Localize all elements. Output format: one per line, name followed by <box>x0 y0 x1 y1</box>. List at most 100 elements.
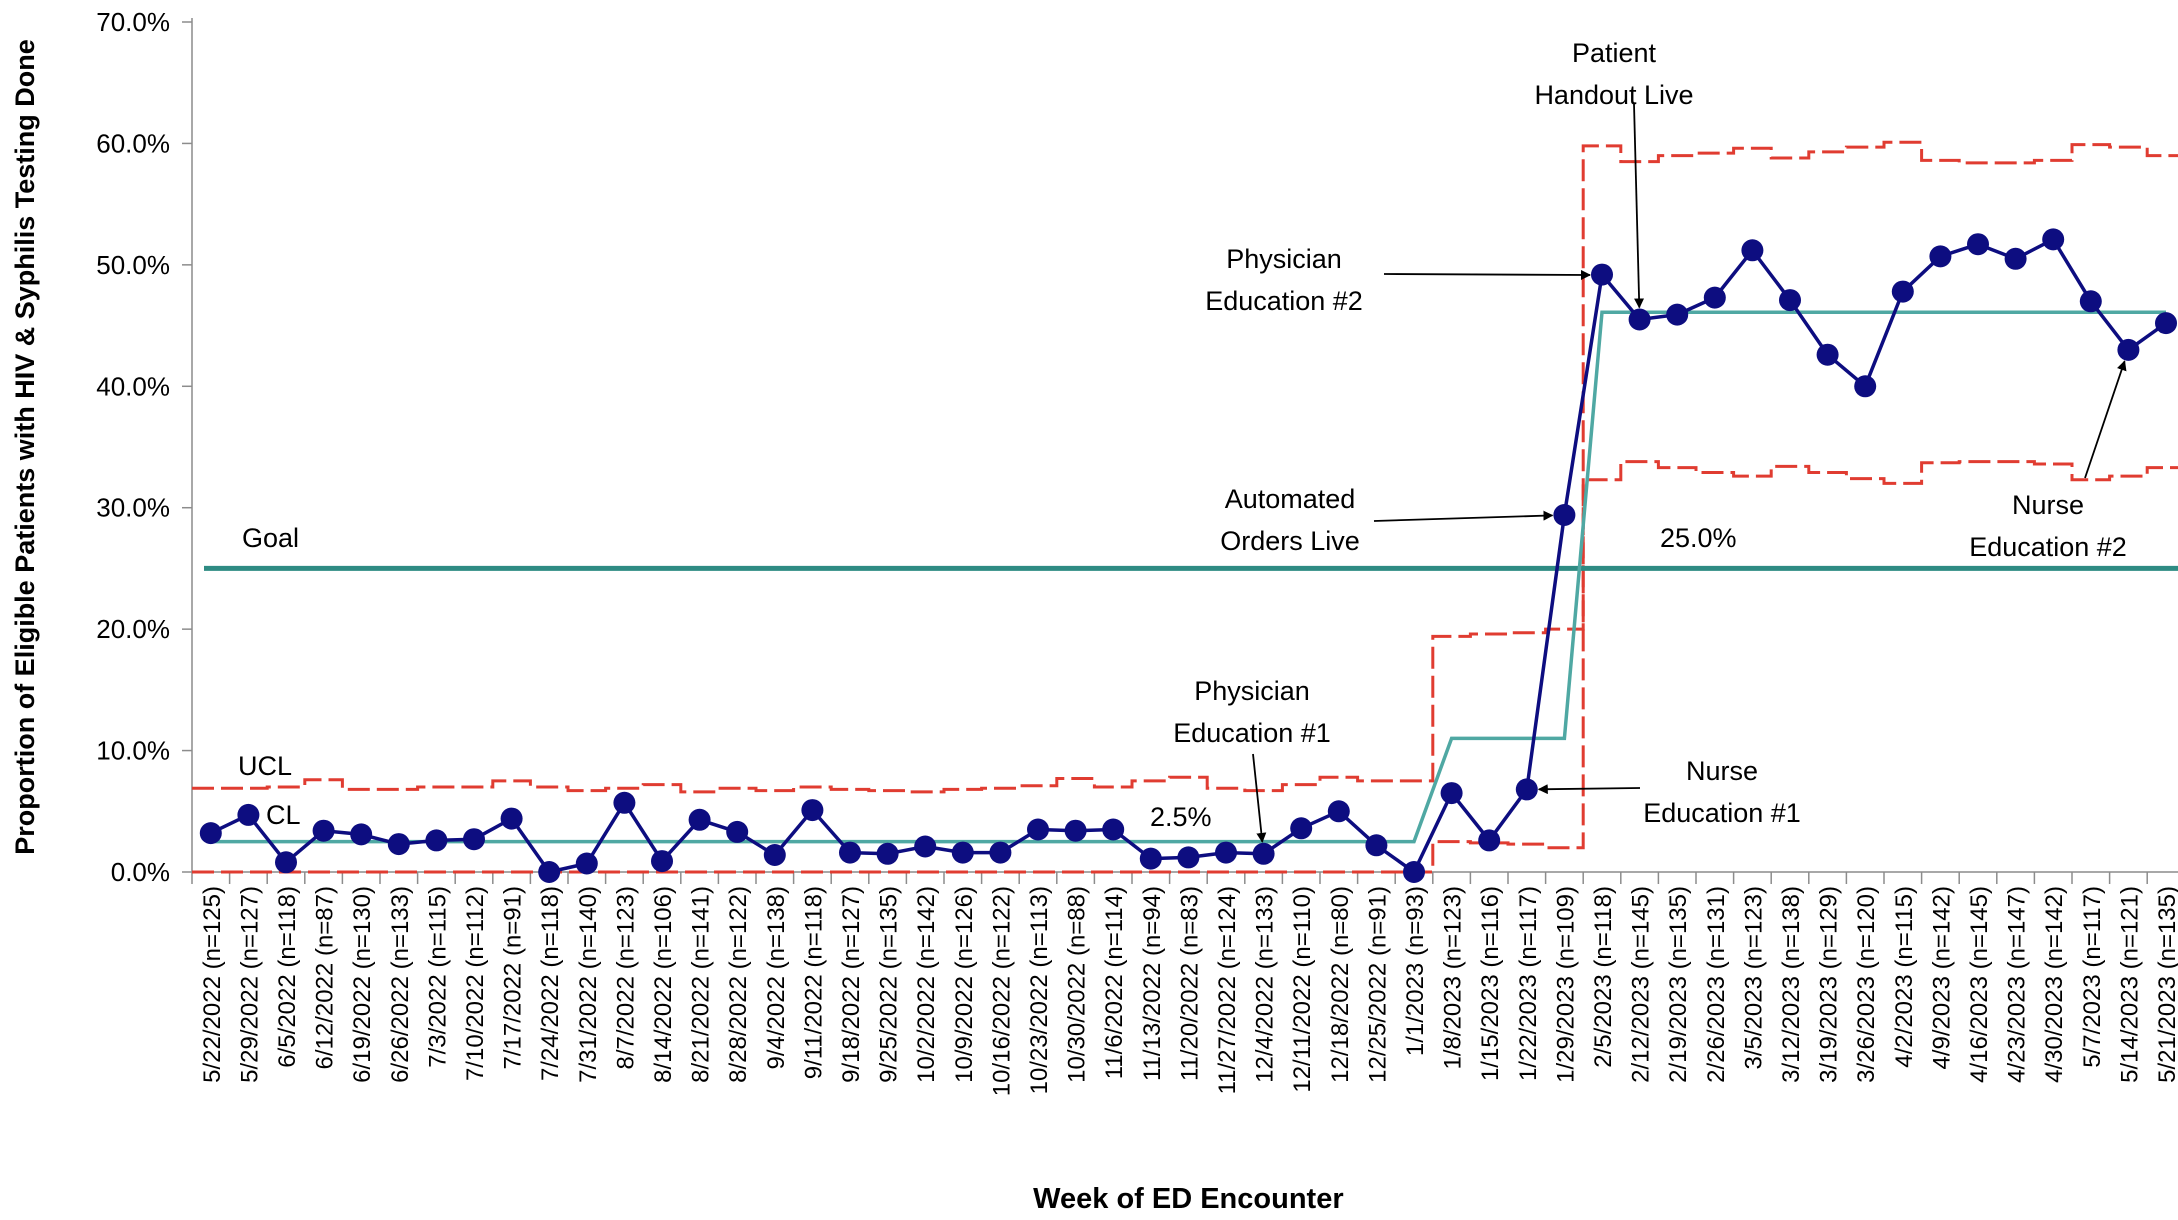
annotation-arrow <box>1633 103 1645 309</box>
data-point <box>839 841 861 864</box>
center-line <box>210 310 2166 844</box>
annotation-text: Physician <box>1194 676 1310 706</box>
annotation-text: Nurse <box>1686 756 1758 786</box>
x-tick-label: 11/6/2022 (n=114) <box>1101 886 1128 1079</box>
annotation-arrow <box>1373 510 1554 522</box>
x-tick-label: 8/21/2022 (n=141) <box>688 886 715 1083</box>
data-point <box>2117 338 2140 361</box>
data-point <box>1177 846 1200 869</box>
x-tick-label: 5/7/2023 (n=117) <box>2079 886 2106 1068</box>
data-point <box>237 803 260 826</box>
data-point <box>350 823 373 846</box>
x-axis-title: Week of ED Encounter <box>1033 1183 1343 1215</box>
data-point <box>2155 312 2177 335</box>
data-point <box>1779 289 1801 312</box>
annotation-text: Orders Live <box>1220 526 1360 556</box>
cl-label: CL <box>266 800 301 830</box>
x-tick-label: 10/2/2022 (n=142) <box>913 886 940 1083</box>
x-tick-label: 12/11/2022 (n=110) <box>1289 886 1316 1093</box>
data-point <box>312 819 335 842</box>
x-tick-label: 6/19/2022 (n=130) <box>349 886 376 1083</box>
data-point <box>2042 228 2065 251</box>
x-tick-label: 5/21/2023 (n=135) <box>2154 886 2178 1083</box>
x-tick-label: 4/30/2023 (n=142) <box>2041 886 2068 1083</box>
x-tick-label: 10/9/2022 (n=126) <box>951 886 978 1083</box>
data-point <box>1666 303 1689 326</box>
x-tick-label: 4/16/2023 (n=145) <box>1966 886 1993 1083</box>
data-point <box>1854 375 1877 398</box>
y-tick-label: 40.0% <box>96 371 170 401</box>
annotation-text: Education #2 <box>1205 286 1363 316</box>
y-tick-label: 10.0% <box>96 736 170 766</box>
x-tick-label: 1/22/2023 (n=117) <box>1515 886 1542 1081</box>
data-point <box>989 841 1012 864</box>
data-point <box>1403 861 1425 883</box>
y-tick-label: 50.0% <box>96 250 170 280</box>
data-point <box>2079 290 2102 313</box>
data-point <box>801 799 824 822</box>
data-point <box>1967 233 1989 256</box>
data-point <box>425 829 448 852</box>
data-point <box>651 850 673 873</box>
x-tick-label: 2/5/2023 (n=118) <box>1590 886 1617 1068</box>
x-tick-label: 6/5/2022 (n=118) <box>274 886 301 1068</box>
x-tick-label: 3/12/2023 (n=138) <box>1778 886 1805 1083</box>
annotation-text: Automated <box>1225 484 1356 514</box>
data-point <box>914 835 937 858</box>
annotation-text: Education #1 <box>1643 798 1801 828</box>
goal-value-label: 25.0% <box>1660 523 1737 553</box>
annotation-text: Nurse <box>2012 490 2084 520</box>
x-tick-label: 12/25/2022 (n=91) <box>1364 886 1391 1083</box>
data-point <box>688 808 711 831</box>
data-point <box>1553 504 1576 526</box>
annotation-arrow <box>1537 784 1641 795</box>
x-tick-label: 1/8/2023 (n=123) <box>1440 886 1467 1069</box>
y-tick-label: 70.0% <box>96 7 170 37</box>
data-point <box>763 844 786 866</box>
data-point <box>1891 280 1914 303</box>
data-point <box>1816 343 1839 366</box>
data-point <box>575 852 598 875</box>
data-point <box>1929 245 1952 268</box>
x-tick-label: 5/22/2022 (n=125) <box>199 886 226 1083</box>
x-tick-label: 7/31/2022 (n=140) <box>575 886 602 1083</box>
annotation-arrow <box>1383 269 1591 280</box>
x-tick-label: 2/19/2023 (n=135) <box>1665 886 1692 1083</box>
data-point <box>876 842 899 865</box>
data-point <box>1741 239 1764 262</box>
annotation-text: Physician <box>1226 244 1342 274</box>
x-tick-label: 7/24/2022 (n=118) <box>537 886 564 1081</box>
x-tick-label: 2/12/2023 (n=145) <box>1628 886 1655 1083</box>
x-tick-label: 10/16/2022 (n=122) <box>988 886 1015 1096</box>
annotation-text: Education #2 <box>1969 532 2127 562</box>
data-point <box>1478 829 1501 852</box>
x-tick-label: 11/13/2022 (n=94) <box>1139 886 1166 1081</box>
data-point <box>538 861 561 883</box>
x-tick-label: 7/3/2022 (n=115) <box>424 886 451 1068</box>
data-point <box>1064 819 1087 842</box>
x-tick-label: 9/11/2022 (n=118) <box>800 886 827 1079</box>
x-tick-label: 5/29/2022 (n=127) <box>236 886 263 1083</box>
data-point <box>1252 842 1275 865</box>
y-tick-label: 0.0% <box>111 857 170 887</box>
data-point <box>1290 817 1313 840</box>
x-tick-label: 3/5/2023 (n=123) <box>1740 886 1767 1069</box>
x-tick-label: 11/27/2022 (n=124) <box>1214 886 1241 1094</box>
data-point <box>1703 286 1726 309</box>
x-tick-label: 7/17/2022 (n=91) <box>500 886 527 1069</box>
x-tick-label: 6/12/2022 (n=87) <box>312 886 339 1069</box>
data-point <box>726 820 749 843</box>
data-point <box>275 851 297 874</box>
x-tick-label: 4/9/2023 (n=142) <box>1928 886 1955 1069</box>
x-tick-label: 1/29/2023 (n=109) <box>1552 886 1579 1083</box>
x-tick-label: 8/7/2022 (n=123) <box>612 886 639 1069</box>
x-tick-label: 4/23/2023 (n=147) <box>2004 886 2031 1083</box>
x-tick-label: 11/20/2022 (n=83) <box>1176 886 1203 1081</box>
x-tick-label: 8/28/2022 (n=122) <box>725 886 752 1083</box>
data-point <box>1365 834 1388 857</box>
data-point <box>1102 818 1125 841</box>
lcl-line <box>192 460 2178 874</box>
data-point <box>1440 782 1463 805</box>
annotation-text: Handout Live <box>1534 80 1693 110</box>
